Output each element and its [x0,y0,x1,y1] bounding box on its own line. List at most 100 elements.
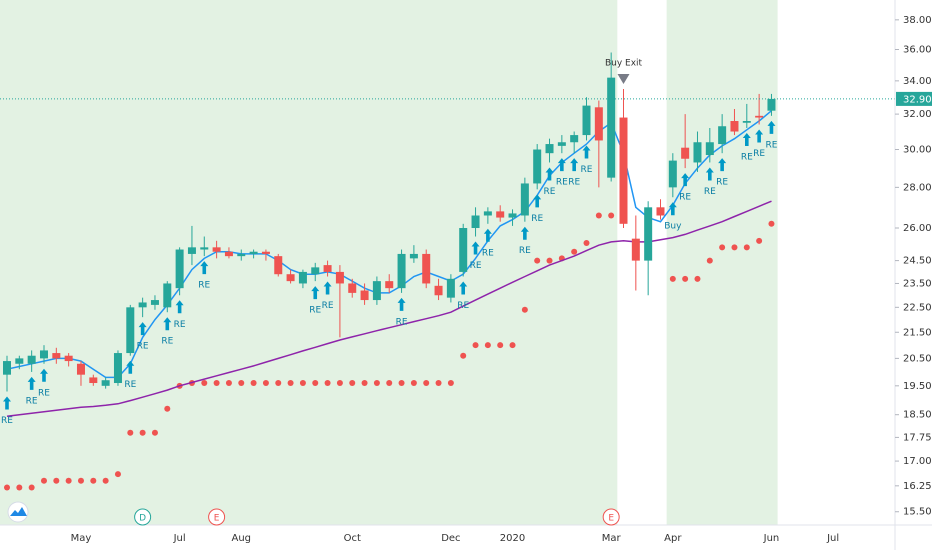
signal-arrow [545,167,554,181]
sar-dot [336,380,343,387]
y-tick-label: 23.50 [903,278,932,289]
candle-body [335,271,344,284]
sar-dot [312,380,319,387]
candle-body [175,249,184,289]
signal-arrow [3,396,12,410]
signal-arrow [557,158,566,172]
signal-label: RE [124,380,136,390]
candle-body [668,160,677,188]
signal-arrow [520,226,529,240]
candle-body [348,283,357,293]
sar-dot [731,244,738,251]
candle-body [718,126,727,145]
last-price-box [896,91,932,106]
signal-label: RE [457,301,469,311]
sar-dot [4,484,10,491]
sar-dot [521,306,528,313]
sar-dot [139,429,146,436]
candle-body [520,183,529,216]
sar-dot [583,239,590,246]
y-tick-label: 17.00 [903,456,932,467]
sar-dot [719,244,726,251]
candle-body [681,147,690,159]
signal-label: Buy [664,222,682,232]
signal-label: RE [161,337,173,347]
signal-arrow [755,129,764,143]
x-tick-label: 2020 [500,533,525,544]
y-tick-label: 15.50 [903,507,932,518]
sar-dot [40,477,47,484]
y-tick-label: 22.50 [903,302,932,313]
signal-arrow [27,376,36,390]
sar-dot [201,380,208,387]
sar-dot [694,275,701,282]
sar-dot [213,380,220,387]
sar-dot [262,380,269,387]
y-tick-label: 16.25 [903,481,932,492]
y-tick-label: 19.50 [903,381,932,392]
candle-body [360,290,369,301]
y-tick-label: 30.00 [903,145,932,156]
sar-dot [669,275,676,282]
sar-dot [164,405,171,412]
y-tick-label: 38.00 [903,15,932,26]
sar-dot [608,212,615,219]
candle-body [76,363,85,375]
sar-dot [349,380,356,387]
signal-label: RE [38,388,50,398]
sar-dot [472,342,479,349]
candle-body [594,107,603,141]
position-band [666,0,778,525]
sar-dot [756,237,763,244]
x-tick-label: Jul [173,533,186,544]
signal-label: RE [137,342,149,352]
candle-body [570,135,579,143]
candle-body [508,213,517,218]
sar-dot [225,380,232,387]
signal-label: RE [470,261,482,271]
sar-dot [410,380,417,387]
signal-arrow [718,158,727,172]
sar-dot [127,429,134,436]
sar-dot [238,380,245,387]
candle-body [385,281,394,289]
signal-label: RE [568,178,580,188]
candle-body [89,377,98,384]
sar-dot [287,380,294,387]
moving-average [6,110,772,379]
candle-body [545,144,554,154]
sar-dot [65,477,72,484]
candle-body [459,228,468,272]
signal-arrow [39,368,48,382]
moving-average [6,200,772,417]
signal-arrow [323,281,332,295]
x-tick-label: Dec [441,533,460,544]
sar-dot [706,257,713,264]
signal-label: RE [581,165,593,175]
candle-body [150,300,159,305]
sar-dot [16,484,23,491]
signal-arrow [533,194,542,208]
candle-body [446,278,455,298]
sar-dot [423,380,430,387]
candle-body [249,251,258,254]
candle-body [730,121,739,132]
exit-marker [617,73,630,84]
sar-dot [102,477,109,484]
signal-arrow [471,241,480,255]
logo-circle [7,501,29,523]
sar-dot [484,342,491,349]
sar-dot [361,380,368,387]
event-label: E [608,514,614,524]
candle-body [755,115,764,118]
signal-label: RE [198,281,210,291]
sar-dot [534,257,541,264]
sar-dot [497,342,504,349]
signal-label: RE [482,248,494,258]
candle-body [582,105,591,136]
candle-body [693,142,702,163]
candle-body [496,211,505,218]
candle-body [434,285,443,296]
sar-dot [114,471,121,478]
